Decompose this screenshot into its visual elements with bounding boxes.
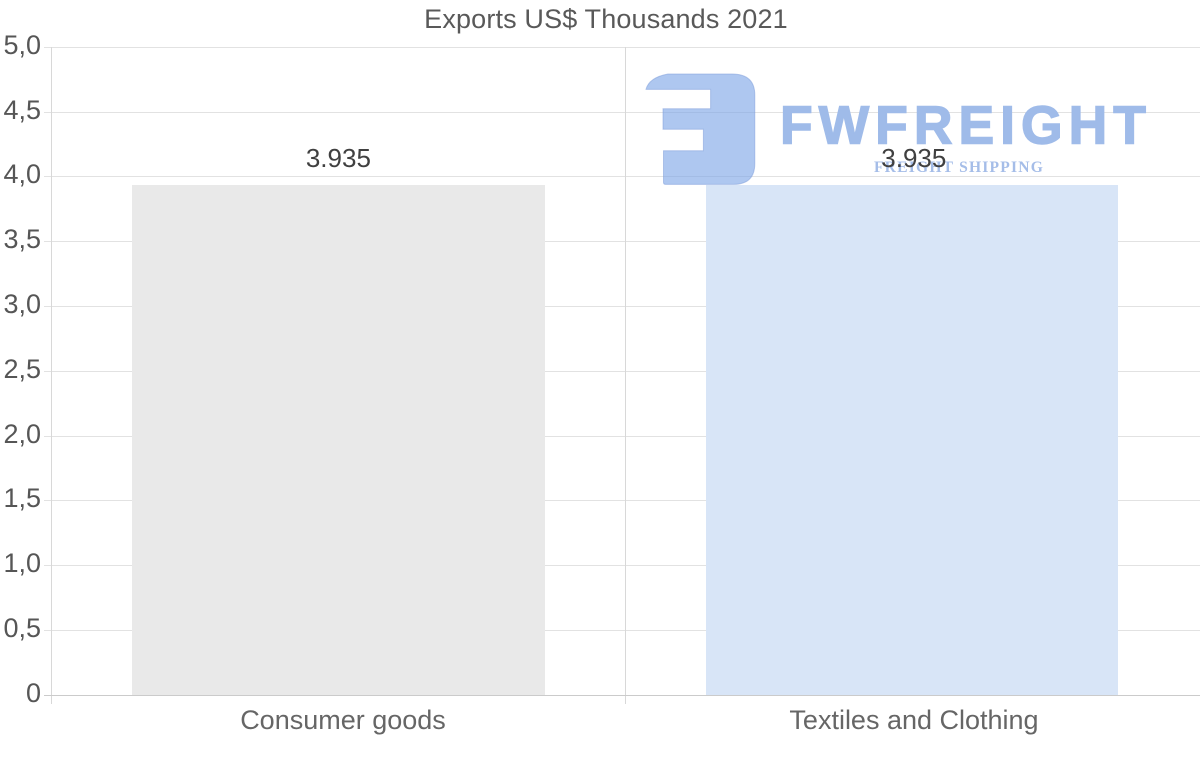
svg-text:FWFREIGHT: FWFREIGHT: [780, 97, 1152, 156]
svg-text:FREIGHT SHIPPING: FREIGHT SHIPPING: [874, 159, 1044, 176]
